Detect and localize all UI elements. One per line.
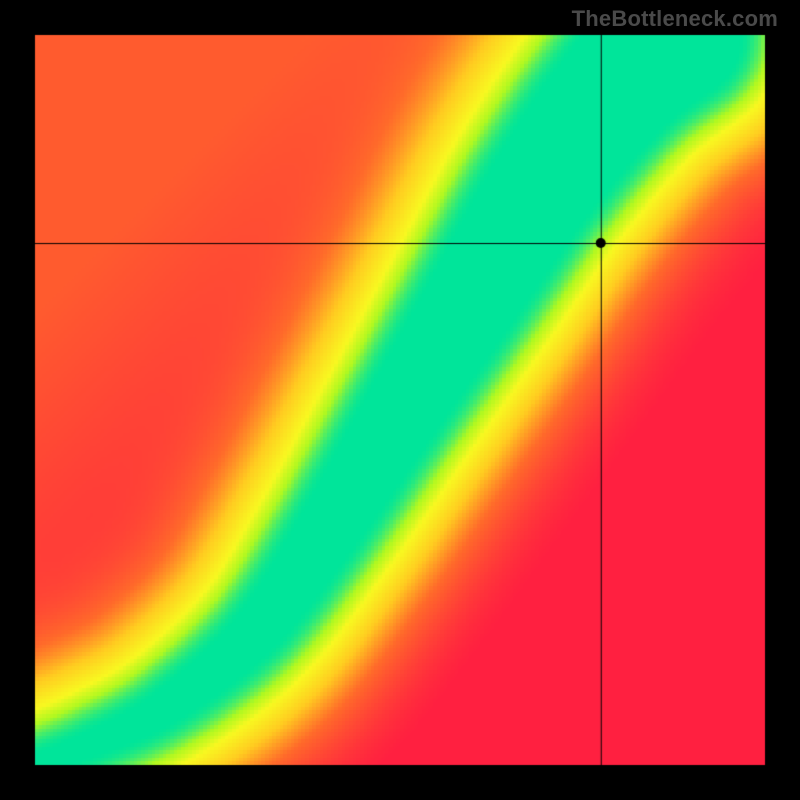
- bottleneck-heatmap: [0, 0, 800, 800]
- watermark-text: TheBottleneck.com: [572, 6, 778, 32]
